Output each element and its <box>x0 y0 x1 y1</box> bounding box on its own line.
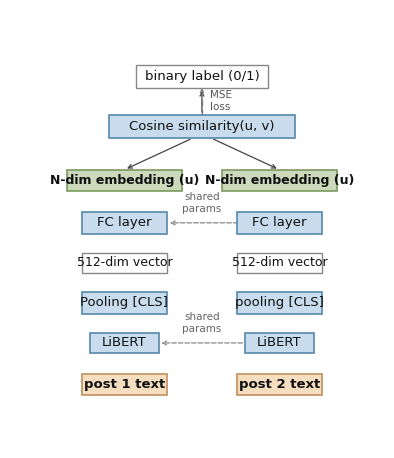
FancyBboxPatch shape <box>237 374 322 395</box>
FancyBboxPatch shape <box>82 292 167 314</box>
Text: Pooling [CLS]: Pooling [CLS] <box>80 296 168 310</box>
FancyBboxPatch shape <box>82 374 167 395</box>
FancyBboxPatch shape <box>222 170 337 191</box>
FancyBboxPatch shape <box>136 65 268 88</box>
FancyBboxPatch shape <box>67 170 182 191</box>
FancyBboxPatch shape <box>109 115 295 138</box>
Text: LiBERT: LiBERT <box>257 337 302 349</box>
Text: post 2 text: post 2 text <box>239 378 320 391</box>
FancyBboxPatch shape <box>82 212 167 234</box>
Text: Cosine similarity(u, v): Cosine similarity(u, v) <box>129 120 275 133</box>
Text: MSE
loss: MSE loss <box>210 90 232 112</box>
FancyBboxPatch shape <box>237 292 322 314</box>
FancyBboxPatch shape <box>245 333 314 353</box>
Text: post 1 text: post 1 text <box>84 378 165 391</box>
FancyBboxPatch shape <box>90 333 158 353</box>
Text: shared
params: shared params <box>182 192 221 213</box>
Text: shared
params: shared params <box>182 312 221 334</box>
FancyBboxPatch shape <box>82 253 167 273</box>
Text: N-dim embedding (u): N-dim embedding (u) <box>50 174 199 187</box>
FancyBboxPatch shape <box>237 212 322 234</box>
Text: binary label (0/1): binary label (0/1) <box>145 70 259 83</box>
Text: 512-dim vector: 512-dim vector <box>232 256 327 269</box>
FancyBboxPatch shape <box>237 253 322 273</box>
Text: N-dim embedding (u): N-dim embedding (u) <box>205 174 354 187</box>
Text: FC layer: FC layer <box>252 216 307 229</box>
Text: 512-dim vector: 512-dim vector <box>76 256 172 269</box>
Text: LiBERT: LiBERT <box>102 337 147 349</box>
Text: FC layer: FC layer <box>97 216 152 229</box>
Text: pooling [CLS]: pooling [CLS] <box>235 296 324 310</box>
